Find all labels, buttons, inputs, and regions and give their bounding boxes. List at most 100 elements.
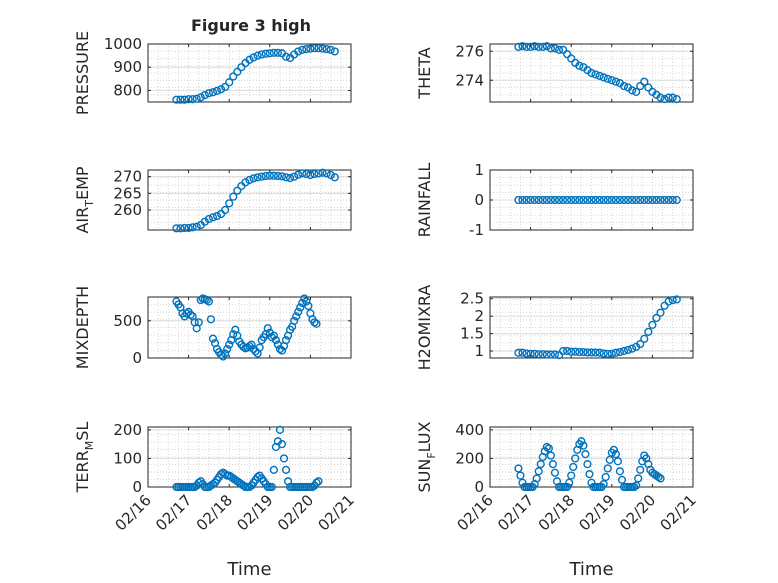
data-point <box>277 172 287 181</box>
data-point <box>514 348 523 357</box>
x-tick-label: 02/18 <box>535 491 578 534</box>
data-point <box>644 83 653 92</box>
y-axis-label: PRESSURE <box>73 31 92 115</box>
data-point <box>567 471 576 480</box>
y-axis-label-main: SUN <box>415 459 434 493</box>
data-point <box>290 316 299 325</box>
data-point <box>644 195 653 205</box>
data-point <box>579 347 588 357</box>
axes-frame <box>147 43 352 103</box>
data-point <box>212 86 222 95</box>
axes-frame <box>489 43 694 103</box>
data-point <box>542 350 551 359</box>
y-tick-label: 0 <box>474 478 484 496</box>
data-point <box>534 467 543 476</box>
data-point <box>279 454 289 463</box>
data-point <box>180 95 189 104</box>
data-point <box>237 63 246 72</box>
data-point <box>569 462 578 472</box>
data-point <box>634 474 643 483</box>
data-point <box>245 482 254 492</box>
data-point <box>267 482 276 492</box>
data-point <box>172 95 181 104</box>
data-point <box>636 195 645 205</box>
data-point <box>212 211 222 221</box>
y-tick-label: 0 <box>132 349 142 367</box>
data-point <box>550 44 560 53</box>
data-point <box>603 74 612 83</box>
data-point <box>516 471 525 480</box>
data-point <box>632 87 641 96</box>
data-point <box>640 77 649 86</box>
data-point <box>253 51 262 60</box>
data-point <box>640 195 649 205</box>
data-point <box>269 331 278 340</box>
data-point <box>550 468 560 477</box>
data-point <box>208 88 218 97</box>
y-tick-label: 1 <box>474 161 484 179</box>
data-point <box>603 464 612 473</box>
data-point <box>567 54 576 63</box>
data-point <box>221 205 230 215</box>
data-point <box>294 170 303 179</box>
data-point <box>581 450 590 459</box>
data-point <box>233 67 242 76</box>
data-point <box>526 195 535 205</box>
data-point <box>322 45 331 54</box>
data-point <box>318 168 327 177</box>
data-point <box>571 347 580 356</box>
y-axis-label-subscript: M <box>83 441 96 451</box>
y-tick-label: 800 <box>113 81 142 99</box>
data-point <box>308 482 317 492</box>
data-point <box>587 478 596 487</box>
x-tick-label: 02/17 <box>494 491 537 534</box>
y-axis-label-rest: SL <box>73 422 92 441</box>
data-point <box>302 297 311 306</box>
data-point <box>298 45 307 54</box>
data-point <box>672 295 681 304</box>
data-point <box>184 223 193 233</box>
y-tick-label: 1 <box>474 342 484 360</box>
data-point <box>253 472 262 482</box>
data-point <box>609 445 618 454</box>
data-point <box>216 350 226 360</box>
y-axis-label: AIRTEMP <box>73 166 96 233</box>
data-point <box>275 425 285 434</box>
data-point <box>204 297 214 306</box>
data-point <box>534 195 543 205</box>
data-point <box>306 170 315 180</box>
data-point <box>273 48 283 57</box>
data-point <box>330 47 339 56</box>
data-point <box>518 478 527 487</box>
data-point <box>611 450 620 459</box>
data-point <box>591 195 600 205</box>
data-point <box>563 195 572 205</box>
data-point <box>664 93 673 102</box>
y-tick-label: 100 <box>113 449 142 467</box>
data-point <box>225 340 234 349</box>
data-point <box>627 86 637 95</box>
data-point <box>286 173 295 183</box>
data-point <box>567 195 576 205</box>
data-point <box>591 70 600 79</box>
data-point <box>526 42 535 52</box>
data-point <box>660 301 669 310</box>
data-point <box>563 346 572 356</box>
data-point <box>310 318 319 327</box>
data-point <box>554 351 564 360</box>
subplot-2: 274 276 THETA <box>415 42 694 104</box>
data-point <box>261 171 270 181</box>
data-point <box>522 195 531 205</box>
data-series <box>172 294 321 361</box>
data-point <box>668 296 677 305</box>
data-point <box>599 73 608 82</box>
data-point <box>229 330 238 339</box>
data-point <box>656 474 665 483</box>
subplot-1: 800 900 1000 PRESSURE <box>73 31 352 115</box>
data-point <box>601 472 610 482</box>
y-axis-label: RAINFALL <box>415 163 434 238</box>
data-point <box>668 93 677 102</box>
data-series <box>172 44 339 104</box>
